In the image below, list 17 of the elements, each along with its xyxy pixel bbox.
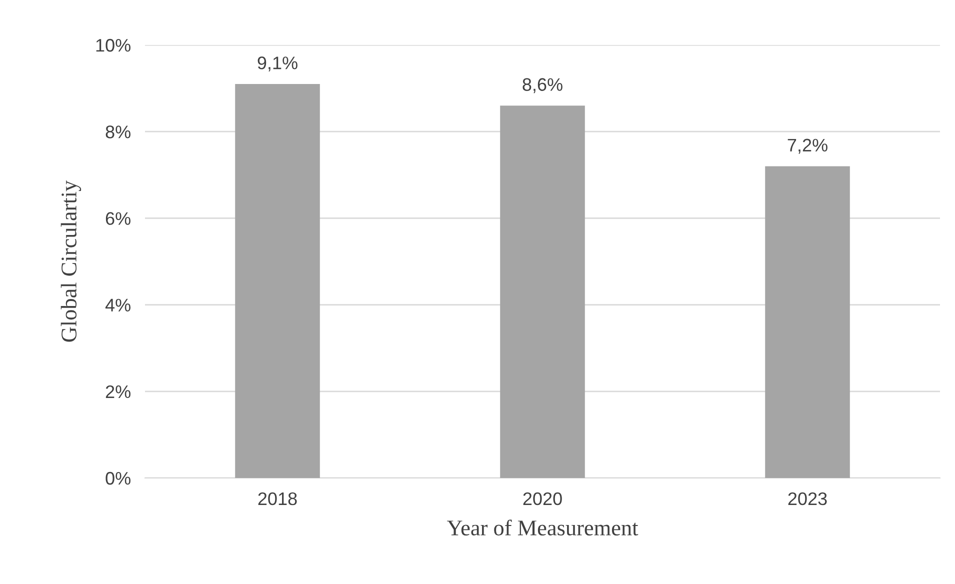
y-axis-title: Global Circulartiy: [60, 180, 82, 342]
x-tick-label: 2020: [523, 492, 562, 506]
data-label: 8,6%: [522, 78, 562, 94]
y-tick-label: 8%: [106, 126, 130, 138]
x-axis-title: Year of Measurement: [446, 520, 638, 536]
y-tick-label: 2%: [106, 385, 130, 398]
data-label: 9,1%: [258, 56, 298, 72]
y-tick-label: 10%: [96, 38, 130, 52]
bar: [235, 84, 320, 478]
x-tick-label: 2023: [788, 492, 827, 506]
x-tick-label: 2018: [258, 492, 297, 506]
bar: [500, 106, 585, 478]
y-tick-label: 4%: [105, 298, 130, 312]
y-tick-label: 0%: [106, 472, 130, 485]
data-label: 7,2%: [788, 138, 828, 154]
bar: [765, 166, 850, 478]
y-tick-label: 6%: [106, 212, 130, 225]
